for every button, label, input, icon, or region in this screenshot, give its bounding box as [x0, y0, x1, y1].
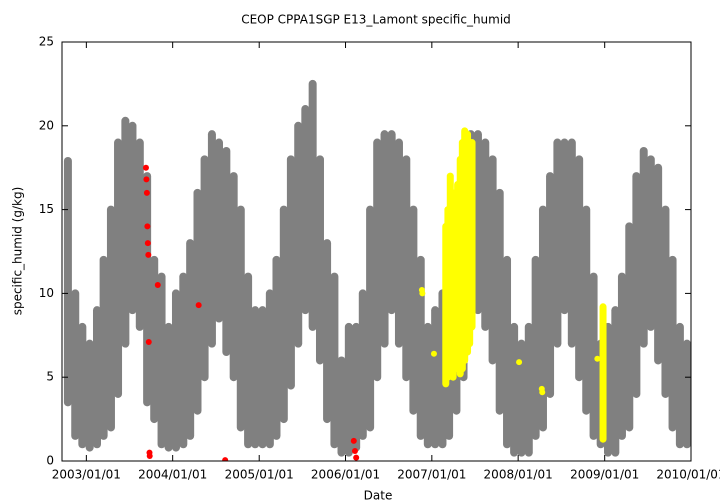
point [142, 164, 149, 171]
point [143, 189, 150, 196]
point [353, 454, 360, 461]
point [195, 302, 202, 309]
point [419, 290, 426, 297]
x-tick-label: 2004/01/01 [138, 468, 207, 482]
y-tick-label: 10 [39, 286, 54, 300]
point [145, 251, 152, 258]
x-axis-label: Date [364, 489, 393, 503]
point [145, 339, 152, 346]
x-tick-label: 2005/01/01 [225, 468, 294, 482]
x-tick-label: 2006/01/01 [311, 468, 380, 482]
x-tick-label: 2008/01/01 [484, 468, 553, 482]
y-tick-label: 20 [39, 118, 54, 132]
point [144, 240, 151, 247]
point [516, 359, 523, 366]
point [143, 176, 150, 183]
point [222, 457, 229, 461]
point [351, 447, 358, 454]
y-tick-label: 15 [39, 202, 54, 216]
point [146, 452, 153, 459]
x-tick-label: 2003/01/01 [52, 468, 121, 482]
point [154, 282, 161, 289]
x-tick-label: 2010/01/01 [656, 468, 720, 482]
y-tick-label: 25 [39, 35, 54, 49]
plot-area [63, 79, 691, 461]
x-tick-label: 2009/01/01 [570, 468, 639, 482]
chart-title: CEOP CPPA1SGP E13_Lamont specific_humid [241, 13, 511, 27]
point [539, 389, 546, 396]
x-tick-label: 2007/01/01 [397, 468, 466, 482]
point [594, 355, 601, 362]
plot-frame [61, 41, 692, 462]
point [350, 437, 357, 444]
point [430, 350, 437, 357]
point [144, 223, 151, 230]
y-tick-label: 0 [46, 454, 54, 468]
y-axis-label: specific_humid (g/kg) [11, 187, 25, 316]
y-tick-label: 5 [46, 370, 54, 384]
